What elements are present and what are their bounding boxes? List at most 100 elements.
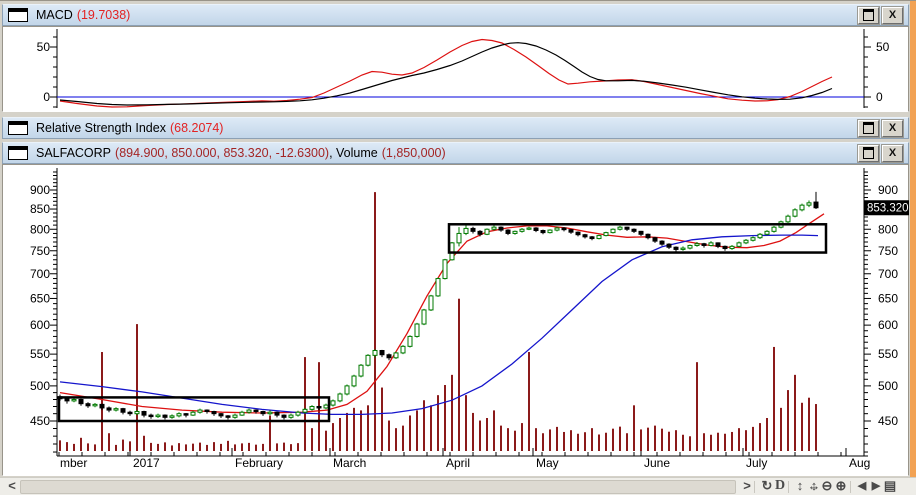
volume-bar xyxy=(290,444,292,451)
volume-bar xyxy=(304,357,306,451)
volume-bar xyxy=(115,444,117,451)
price-axis-label: 900 xyxy=(878,183,898,197)
volume-bar xyxy=(136,324,138,451)
volume-bar xyxy=(157,443,159,451)
candle-body xyxy=(92,403,98,407)
macd-chart[interactable]: 0 0 50 50 xyxy=(2,26,909,112)
restore-button[interactable] xyxy=(857,118,880,138)
macd-axis-label: 0 xyxy=(43,90,50,104)
candle-body xyxy=(603,232,609,237)
candle-body xyxy=(617,226,623,230)
volume-bar xyxy=(395,428,397,451)
volume-bar xyxy=(514,430,516,451)
last-price-tag-text: 853.320 xyxy=(867,203,909,215)
volume-bar xyxy=(451,374,453,451)
price-chart[interactable]: 450 450 500 500 550 550 600 600 650 650 700 700 750 7… xyxy=(2,164,909,476)
candle-body xyxy=(596,235,602,240)
close-icon: X xyxy=(888,121,897,134)
volume-bar xyxy=(563,431,565,451)
candle-body xyxy=(785,215,791,223)
volume-bar xyxy=(591,428,593,451)
refresh-button[interactable]: ↻ xyxy=(761,478,773,493)
candle-body xyxy=(491,226,497,230)
volume-bar xyxy=(661,428,663,451)
candle-body xyxy=(190,411,196,416)
volume-bar xyxy=(766,418,768,451)
candle-body xyxy=(309,406,315,410)
candle-body xyxy=(666,243,672,248)
volume-bar xyxy=(507,428,509,451)
candle-body xyxy=(729,245,735,250)
price-axis-label: 650 xyxy=(30,291,50,305)
previous-button[interactable]: ◀ xyxy=(857,480,867,492)
close-button[interactable]: X xyxy=(881,143,904,163)
volume-bar xyxy=(724,433,726,451)
volume-bar xyxy=(80,437,82,451)
price-chart-area xyxy=(2,164,909,476)
close-button[interactable]: X xyxy=(881,118,904,138)
scrollbar-thumb[interactable] xyxy=(20,480,736,494)
month-label: July xyxy=(746,456,767,470)
volume-bar xyxy=(346,412,348,451)
volume-bar xyxy=(185,444,187,451)
volume-bar xyxy=(759,423,761,451)
last-price-tag xyxy=(864,200,909,216)
price-axis-label: 650 xyxy=(878,291,898,305)
rsi-titlebar[interactable]: Relative Strength Index (68.2074) X xyxy=(2,117,909,139)
macd-titlebar[interactable]: MACD (19.7038) X xyxy=(2,4,909,26)
price-axis-label: 750 xyxy=(30,244,50,258)
volume-bar xyxy=(66,442,68,451)
horizontal-scrollbar[interactable] xyxy=(0,478,740,495)
restore-icon xyxy=(863,122,874,134)
volume-bar xyxy=(353,407,355,451)
restore-button[interactable] xyxy=(857,143,880,163)
volume-bar xyxy=(584,432,586,451)
volume-bar xyxy=(73,443,75,451)
candle-body xyxy=(694,243,700,246)
trading-range-box xyxy=(447,223,828,254)
volume-bar xyxy=(458,298,460,451)
candle-body xyxy=(337,393,343,402)
volume-bar xyxy=(654,425,656,451)
close-button[interactable]: X xyxy=(881,5,904,25)
volume-bar xyxy=(192,443,194,451)
candle-body xyxy=(351,375,357,387)
vertical-zoom-icon[interactable]: ↕ xyxy=(796,478,804,493)
candle-body xyxy=(78,398,84,405)
price-axis-label: 850 xyxy=(30,202,50,216)
periodicity-button[interactable]: D xyxy=(774,478,786,493)
volume-bar xyxy=(605,432,607,451)
price-axis-label: 700 xyxy=(878,267,898,281)
candle-body xyxy=(71,398,77,402)
candle-body xyxy=(547,229,553,234)
price-axis-label: 600 xyxy=(878,318,898,332)
volume-bar xyxy=(668,431,670,451)
restore-button[interactable] xyxy=(857,5,880,25)
volume-bar xyxy=(619,426,621,451)
next-button[interactable]: ▶ xyxy=(871,480,881,492)
candle-body xyxy=(155,414,161,418)
volume-bar xyxy=(206,444,208,451)
candle-body xyxy=(715,242,721,247)
volume-bar xyxy=(367,405,369,451)
candle-body xyxy=(64,398,70,402)
volume-bar xyxy=(101,352,103,451)
candle-body xyxy=(771,226,777,232)
price-titlebar[interactable]: SALFACORP (894.900, 850.000, 853.320, -12… xyxy=(2,142,909,164)
volume-bar xyxy=(808,397,810,451)
month-label: April xyxy=(446,456,470,470)
scroll-right-button[interactable]: > xyxy=(743,478,751,493)
zoom-in-button[interactable]: ⊕ xyxy=(835,478,847,493)
volume-bar xyxy=(731,431,733,451)
candle-body xyxy=(197,409,203,413)
menu-icon[interactable]: ▤ xyxy=(883,478,897,493)
pan-icon[interactable]: ↔ ↕ xyxy=(807,478,821,493)
volume-bar xyxy=(633,405,635,451)
candle-body xyxy=(141,411,147,416)
zoom-out-button[interactable]: ⊖ xyxy=(821,478,833,493)
volume-label: , Volume xyxy=(329,146,378,160)
month-label: May xyxy=(536,456,559,470)
scroll-left-button[interactable]: < xyxy=(8,478,16,493)
volume-bar xyxy=(500,425,502,451)
candle-body xyxy=(519,228,525,232)
